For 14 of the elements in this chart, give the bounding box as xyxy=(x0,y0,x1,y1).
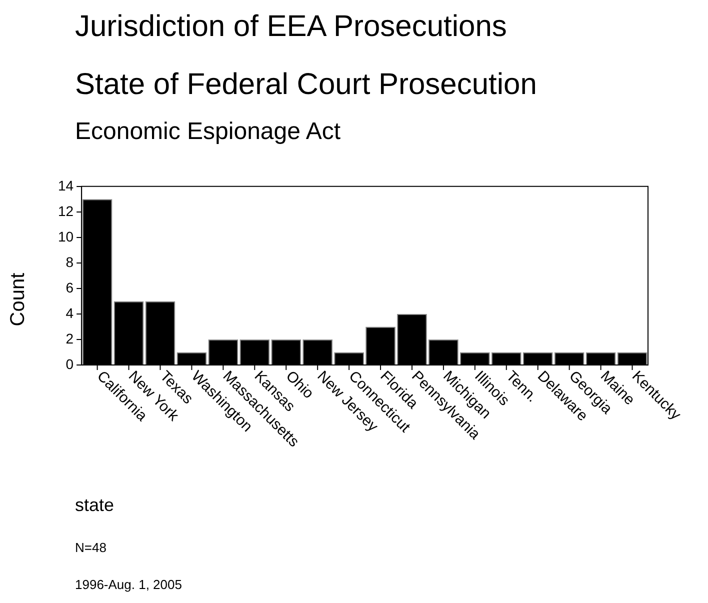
x-axis-title: state xyxy=(75,495,114,516)
y-tick-label: 12 xyxy=(58,202,74,219)
y-tick-label: 0 xyxy=(66,356,74,372)
y-tick-label: 8 xyxy=(66,254,74,270)
y-axis-title: Count xyxy=(7,272,30,326)
y-tick-label: 10 xyxy=(58,228,74,244)
y-tick-label: 2 xyxy=(66,330,74,346)
y-tick-label: 6 xyxy=(66,279,74,296)
y-tick-label: 14 xyxy=(58,177,74,194)
y-tick-label: 4 xyxy=(66,304,74,321)
chart-title: Jurisdiction of EEA Prosecutions xyxy=(75,10,507,44)
text: N=48 xyxy=(75,540,108,555)
chart-subtitle: State of Federal Court Prosecution Economic Espionage Act xyxy=(75,68,537,145)
text: 1996-Aug. 1, 2005 xyxy=(75,577,182,592)
